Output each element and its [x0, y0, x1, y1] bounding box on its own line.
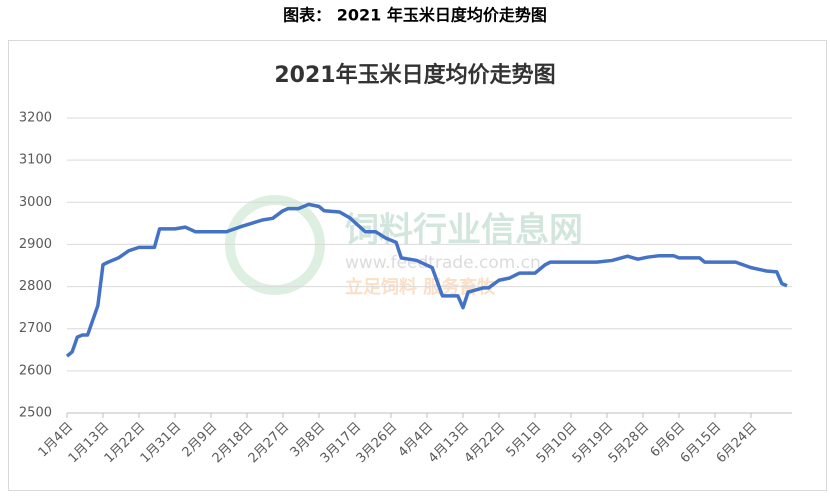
y-tick-label: 3000 [19, 195, 52, 210]
y-tick-label: 2500 [19, 406, 52, 421]
y-tick-label: 2900 [19, 237, 52, 252]
watermark: 饲料行业信息网 www.feedtrade.com.cn 立足饲料 服务畜牧 [225, 195, 583, 298]
chart-frame [8, 40, 827, 491]
y-tick-label: 2700 [19, 321, 52, 336]
caption: 图表： 2021 年玉米日度均价走势图 [283, 6, 547, 25]
series-line [65, 202, 788, 358]
chart-title: 2021年玉米日度均价走势图 [274, 62, 555, 88]
y-tick-label: 2600 [19, 363, 52, 378]
watermark-logo [225, 195, 325, 295]
y-tick-label: 2800 [19, 279, 52, 294]
watermark-url: www.feedtrade.com.cn [345, 253, 541, 273]
watermark-name: 饲料行业信息网 [345, 211, 583, 251]
y-tick-label: 3100 [19, 153, 52, 168]
y-tick-label: 3200 [19, 111, 52, 126]
